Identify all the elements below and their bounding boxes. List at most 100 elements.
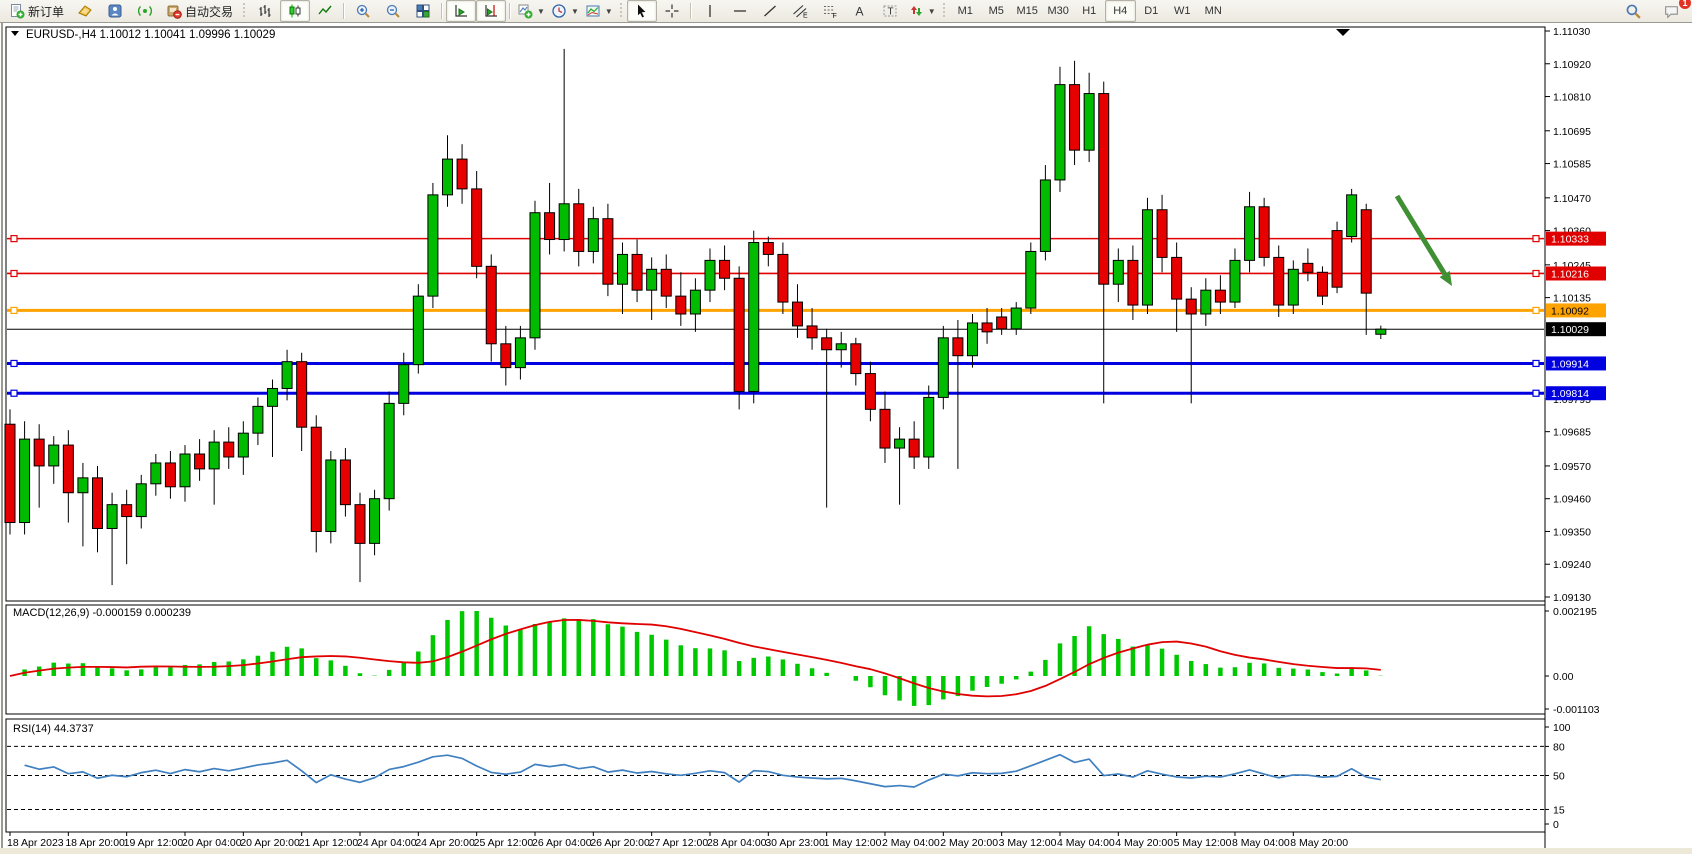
channel-button[interactable]: E <box>785 0 815 22</box>
hline-handle[interactable] <box>1532 269 1540 278</box>
candle-body <box>573 203 585 252</box>
candle-body <box>1360 209 1372 294</box>
indicators-icon <box>518 4 533 19</box>
price-tick-label: 1.10695 <box>1553 126 1591 138</box>
price-label-box <box>1546 303 1606 318</box>
tile-windows-icon <box>416 4 430 18</box>
time-label: 18 Apr 20:00 <box>65 837 125 849</box>
timeframe-w1-button[interactable]: W1 <box>1173 5 1191 17</box>
time-label: 5 May 12:00 <box>1174 837 1232 849</box>
metaeditor-button[interactable] <box>100 0 130 22</box>
timeframe-mn-button[interactable]: MN <box>1204 5 1222 17</box>
time-label: 3 May 12:00 <box>999 837 1057 849</box>
arrows-button[interactable]: ▼ <box>905 0 939 22</box>
hline-handle[interactable] <box>10 359 18 368</box>
timeframe-m5-button[interactable]: M5 <box>988 5 1004 17</box>
crosshair-button[interactable] <box>657 0 687 22</box>
trend-arrow-line[interactable] <box>1394 194 1447 276</box>
window-bottom-edge <box>0 848 1692 854</box>
rsi-axis-label: 100 <box>1553 722 1571 734</box>
chart-shift-button[interactable] <box>476 0 507 22</box>
rsi-line <box>24 753 1381 788</box>
chart-candles-button[interactable] <box>280 0 311 22</box>
candle-body <box>4 423 16 524</box>
scroll-to-end-icon <box>455 5 468 17</box>
candle-body <box>646 268 658 291</box>
dropdown-caret: ▼ <box>570 6 579 16</box>
candle-body <box>981 322 993 333</box>
hline-handle[interactable] <box>1532 235 1540 243</box>
crosshair-icon <box>665 4 679 18</box>
price-tick-label: 1.09130 <box>1553 592 1591 604</box>
candle-body <box>514 337 526 369</box>
chart-line-button[interactable] <box>310 0 340 22</box>
toolbar-separator <box>509 3 512 19</box>
cursor-button[interactable] <box>626 0 657 22</box>
timeframe-d1-button[interactable]: D1 <box>1144 5 1159 17</box>
time-label: 4 May 20:00 <box>1115 837 1173 849</box>
timeframe-m30-button[interactable]: M30 <box>1047 5 1069 17</box>
trend-arrow-head[interactable] <box>1439 270 1452 286</box>
scroll-to-end-button[interactable] <box>446 0 477 22</box>
hline-handle[interactable] <box>10 235 18 243</box>
svg-text:E: E <box>803 13 808 20</box>
hline-handle[interactable] <box>10 269 18 278</box>
autotrading-label: 自动交易 <box>185 4 234 19</box>
candle-body <box>689 289 701 315</box>
timeframe-h4-button[interactable]: H4 <box>1104 0 1136 22</box>
candle-body <box>1156 209 1168 258</box>
candle-body <box>194 453 206 470</box>
candle-body <box>1141 209 1153 306</box>
hline-handle[interactable] <box>10 389 18 397</box>
text-button[interactable]: A <box>845 0 875 22</box>
timeframe-m1-button[interactable]: M1 <box>957 5 973 17</box>
new-order-button[interactable]: 新订单 <box>3 0 70 22</box>
profiles-button[interactable] <box>70 0 100 22</box>
chart-canvas[interactable]: EURUSD-,H4 1.10012 1.10041 1.09996 1.100… <box>0 23 1692 849</box>
search-button[interactable] <box>1618 1 1648 23</box>
candle-body <box>1083 93 1095 151</box>
hline-handle[interactable] <box>10 306 18 315</box>
candle-body <box>602 218 614 285</box>
vertical-line-icon <box>709 5 711 17</box>
templates-button[interactable]: ▼ <box>582 0 616 22</box>
line-chart-icon <box>318 5 332 15</box>
candle-body <box>733 277 745 392</box>
main-pane <box>5 26 1546 602</box>
hline-handle[interactable] <box>1532 306 1540 315</box>
hline-handle[interactable] <box>1532 359 1540 368</box>
timeframe-h1-button[interactable]: H1 <box>1082 5 1097 17</box>
fibonacci-button[interactable]: F <box>815 0 845 22</box>
candle-body <box>1171 256 1183 300</box>
chart-window: EURUSD-,H4 1.10012 1.10041 1.09996 1.100… <box>0 23 1692 854</box>
zoom-in-button[interactable] <box>348 0 378 22</box>
dropdown-caret: ▼ <box>604 6 613 16</box>
rsi-axis-label: 50 <box>1553 771 1565 783</box>
zoom-out-button[interactable] <box>378 0 408 22</box>
signals-button[interactable] <box>130 0 160 22</box>
price-label-text: 1.09814 <box>1551 388 1589 400</box>
autotrading-button[interactable]: 自动交易 <box>160 0 239 22</box>
symbol-dropdown-icon[interactable] <box>11 31 19 36</box>
macd-pane <box>5 604 1546 715</box>
chart-shift-marker[interactable] <box>1336 29 1350 36</box>
hline-handle[interactable] <box>1532 389 1540 397</box>
label-button[interactable]: T <box>875 0 905 22</box>
horizontal-line-button[interactable] <box>725 0 755 22</box>
candle-body <box>937 337 949 398</box>
price-tick-label: 1.10810 <box>1553 92 1591 104</box>
timeframe-m15-button[interactable]: M15 <box>1016 5 1038 17</box>
periods-button[interactable]: ▼ <box>548 0 582 22</box>
price-label-text: 1.10333 <box>1551 234 1589 246</box>
candle-body <box>398 364 410 404</box>
vertical-line-button[interactable] <box>695 0 725 22</box>
equidistant-channel-icon: E <box>792 5 808 20</box>
indicators-button[interactable]: ▼ <box>514 0 548 22</box>
chart-bars-button[interactable] <box>250 0 280 22</box>
candle-body <box>806 325 818 339</box>
trendline-button[interactable] <box>755 0 785 22</box>
candle-body <box>354 504 366 544</box>
tile-windows-button[interactable] <box>408 0 438 22</box>
search-icon <box>1626 4 1641 19</box>
chat-button[interactable]: 1 <box>1656 0 1691 23</box>
